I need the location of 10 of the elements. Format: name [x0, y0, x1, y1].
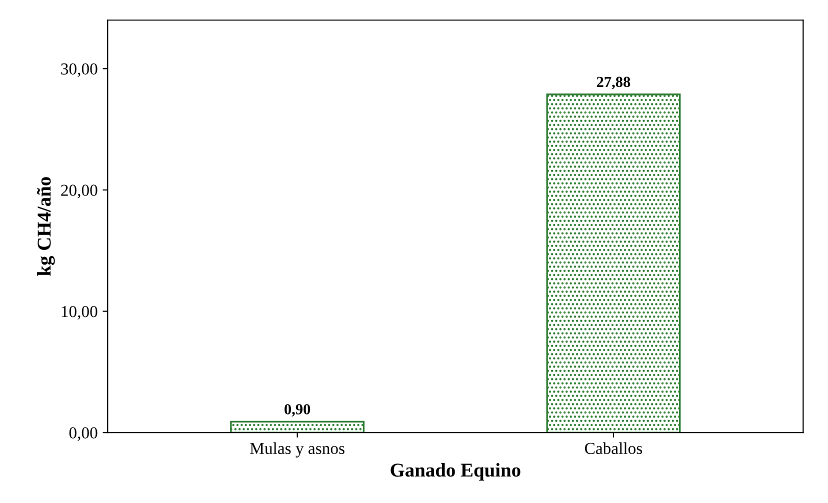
data-label: 27,88 — [596, 76, 630, 90]
data-label: 0,90 — [284, 404, 310, 417]
y-tick-label: 30,00 — [61, 63, 98, 77]
y-tick-label: 20,00 — [61, 184, 98, 198]
x-tick-label: Caballos — [584, 442, 642, 454]
y-tick-label: 0,00 — [69, 427, 98, 441]
x-axis-title: Ganado Equino — [390, 463, 520, 481]
y-axis-title: kg CH4/año — [37, 177, 55, 276]
y-tick-label: 10,00 — [62, 306, 98, 320]
x-tick-label: Mulas y asnos — [250, 442, 344, 458]
